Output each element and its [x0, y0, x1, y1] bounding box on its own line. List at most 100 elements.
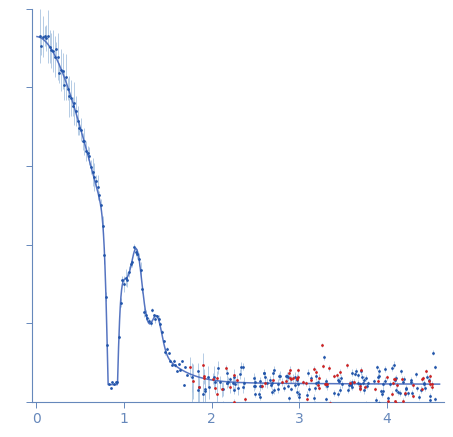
- Point: [238, 364, 245, 371]
- Point: [76, 124, 83, 131]
- Point: [311, 401, 318, 408]
- Point: [270, 387, 277, 394]
- Point: [395, 389, 402, 396]
- Point: [165, 350, 172, 357]
- Point: [287, 366, 294, 373]
- Point: [71, 100, 78, 107]
- Point: [399, 398, 406, 405]
- Point: [260, 369, 267, 376]
- Point: [278, 378, 285, 385]
- Point: [378, 391, 386, 398]
- Point: [310, 365, 318, 372]
- Point: [268, 379, 275, 386]
- Point: [404, 390, 411, 397]
- Point: [431, 363, 439, 370]
- Point: [334, 390, 342, 397]
- Point: [382, 366, 389, 373]
- Point: [178, 357, 186, 364]
- Point: [170, 357, 177, 364]
- Point: [425, 377, 432, 384]
- Point: [264, 380, 271, 387]
- Point: [262, 402, 270, 409]
- Point: [287, 385, 294, 392]
- Point: [167, 357, 174, 364]
- Point: [217, 379, 224, 386]
- Point: [201, 375, 208, 382]
- Point: [323, 380, 330, 387]
- Point: [303, 380, 310, 387]
- Point: [402, 385, 410, 392]
- Point: [275, 380, 282, 387]
- Point: [315, 382, 322, 388]
- Point: [172, 362, 179, 369]
- Point: [61, 82, 68, 89]
- Point: [255, 390, 263, 397]
- Point: [147, 319, 154, 326]
- Point: [349, 378, 356, 385]
- Point: [239, 384, 246, 391]
- Point: [311, 385, 318, 392]
- Point: [391, 376, 399, 383]
- Point: [337, 375, 344, 382]
- Point: [376, 373, 383, 380]
- Point: [169, 361, 176, 368]
- Point: [159, 329, 166, 336]
- Point: [155, 315, 163, 322]
- Point: [304, 395, 311, 402]
- Point: [97, 201, 105, 208]
- Point: [117, 299, 125, 306]
- Point: [125, 268, 133, 275]
- Point: [38, 42, 45, 49]
- Point: [120, 280, 128, 287]
- Point: [323, 380, 331, 387]
- Point: [306, 385, 313, 392]
- Point: [327, 400, 334, 407]
- Point: [295, 391, 303, 398]
- Point: [214, 390, 221, 397]
- Point: [347, 382, 354, 389]
- Point: [209, 375, 217, 382]
- Point: [229, 380, 236, 387]
- Point: [46, 43, 53, 50]
- Point: [352, 368, 360, 375]
- Point: [137, 267, 144, 274]
- Point: [393, 382, 400, 388]
- Point: [420, 381, 428, 388]
- Point: [132, 248, 139, 255]
- Point: [104, 342, 111, 349]
- Point: [357, 367, 364, 374]
- Point: [91, 174, 98, 181]
- Point: [261, 373, 268, 380]
- Point: [267, 377, 274, 384]
- Point: [307, 375, 314, 382]
- Point: [282, 378, 289, 385]
- Point: [122, 274, 129, 281]
- Point: [391, 398, 399, 405]
- Point: [36, 33, 43, 40]
- Point: [391, 377, 399, 384]
- Point: [337, 402, 344, 409]
- Point: [222, 365, 230, 372]
- Point: [116, 333, 123, 340]
- Point: [201, 385, 208, 392]
- Point: [188, 374, 196, 381]
- Point: [363, 383, 371, 390]
- Point: [223, 370, 230, 377]
- Point: [422, 368, 429, 375]
- Point: [313, 373, 320, 380]
- Point: [286, 370, 293, 377]
- Point: [389, 379, 396, 386]
- Point: [135, 256, 143, 263]
- Point: [398, 375, 405, 382]
- Point: [427, 392, 434, 399]
- Point: [380, 388, 387, 395]
- Point: [426, 396, 433, 403]
- Point: [213, 375, 221, 382]
- Point: [86, 153, 93, 160]
- Point: [356, 383, 363, 390]
- Point: [412, 371, 419, 378]
- Point: [375, 378, 382, 385]
- Point: [330, 389, 337, 396]
- Point: [224, 379, 231, 386]
- Point: [347, 380, 355, 387]
